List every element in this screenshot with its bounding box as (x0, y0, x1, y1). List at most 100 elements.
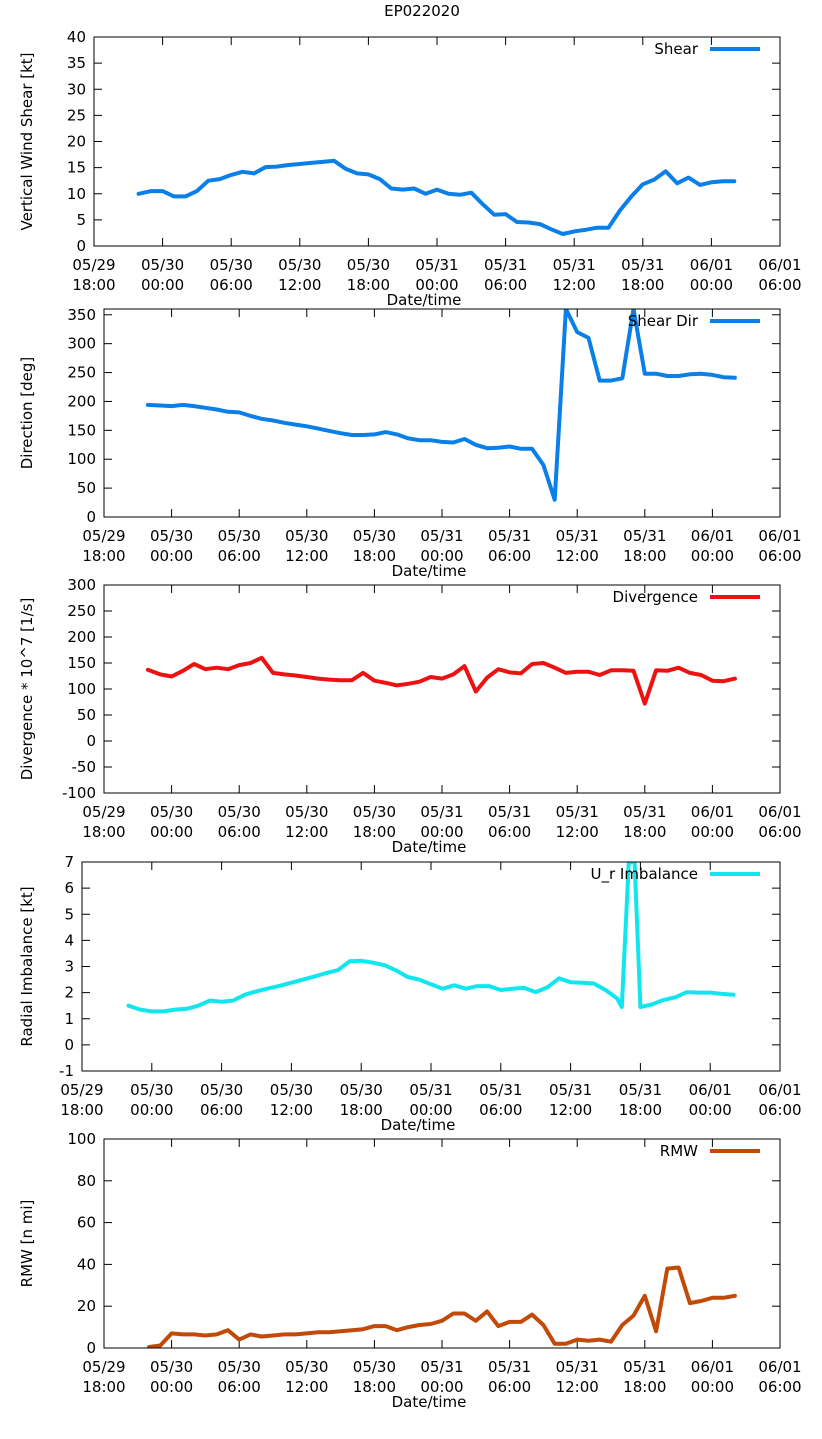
x-tick-label-time: 18:00 (60, 1101, 103, 1119)
panel-5: 0 20 40 60 80 100 05/29 18:00 05/30 00:00 05/30 06:… (18, 1130, 802, 1411)
series-line-shear (136, 158, 737, 236)
y-tick-label: 150 (67, 421, 96, 439)
x-tick-label-date: 05/30 (150, 1358, 193, 1376)
x-tick-label-time: 12:00 (278, 276, 321, 294)
x-tick-label-time: 00:00 (689, 1101, 732, 1119)
x-tick-label-time: 00:00 (415, 276, 458, 294)
x-tick-label-date: 05/29 (60, 1081, 103, 1099)
x-tick-label-date: 05/30 (353, 527, 396, 545)
x-tick-label-date: 06/01 (691, 1358, 734, 1376)
y-tick-label: 250 (67, 602, 96, 620)
x-tick-label-date: 05/31 (621, 256, 664, 274)
x-tick-label-time: 18:00 (353, 547, 396, 565)
legend-label: Shear Dir (628, 312, 699, 330)
x-tick-label-date: 05/30 (270, 1081, 313, 1099)
y-tick-label: 350 (67, 306, 96, 324)
figure-title: EP022020 (384, 2, 460, 20)
x-tick-label-time: 12:00 (553, 276, 596, 294)
plot-frame (103, 308, 781, 518)
x-tick-label-time: 00:00 (150, 547, 193, 565)
x-tick-label-date: 05/31 (488, 1358, 531, 1376)
y-axis-label: Divergence * 10^7 [1/s] (18, 598, 36, 781)
x-tick-label-time: 00:00 (420, 823, 463, 841)
x-tick-label-time: 12:00 (285, 547, 328, 565)
x-tick-label-date: 05/29 (82, 1358, 125, 1376)
x-tick-label-date: 05/30 (218, 1358, 261, 1376)
x-tick-label-time: 06:00 (218, 823, 261, 841)
x-tick-label-time: 12:00 (556, 1378, 599, 1396)
y-tick-label: 1 (64, 1010, 74, 1028)
y-tick-label: 35 (67, 54, 86, 72)
y-tick-label: -1 (59, 1062, 74, 1080)
y-axis-label: Direction [deg] (18, 357, 36, 470)
x-tick-label-date: 05/30 (340, 1081, 383, 1099)
x-tick-label-date: 05/31 (488, 527, 531, 545)
x-tick-label-date: 05/31 (415, 256, 458, 274)
x-tick-label-time: 18:00 (619, 1101, 662, 1119)
y-tick-label: 80 (77, 1172, 96, 1190)
x-tick-label-date: 05/30 (347, 256, 390, 274)
x-axis-label: Date/time (381, 1116, 456, 1134)
y-tick-label: 40 (67, 28, 86, 46)
x-tick-label-time: 18:00 (353, 823, 396, 841)
y-tick-label: 0 (86, 732, 96, 750)
x-tick-label-date: 05/31 (619, 1081, 662, 1099)
x-tick-label-date: 06/01 (758, 527, 801, 545)
x-tick-label-date: 06/01 (758, 1358, 801, 1376)
x-tick-label-time: 12:00 (549, 1101, 592, 1119)
x-tick-label-time: 00:00 (691, 547, 734, 565)
x-tick-label-time: 06:00 (218, 547, 261, 565)
x-tick-label-date: 05/30 (218, 803, 261, 821)
y-tick-label: 300 (67, 576, 96, 594)
x-tick-label-time: 00:00 (150, 1378, 193, 1396)
series-line-rmw (147, 1265, 737, 1348)
y-axis-label: RMW [n mi] (18, 1200, 36, 1288)
x-tick-label-time: 18:00 (623, 547, 666, 565)
x-tick-label-time: 18:00 (347, 276, 390, 294)
y-tick-label: 30 (67, 80, 86, 98)
plot-frame (103, 584, 781, 794)
y-tick-label: 200 (67, 392, 96, 410)
x-tick-label-date: 05/31 (556, 803, 599, 821)
x-tick-label-date: 05/30 (210, 256, 253, 274)
y-tick-label: 0 (86, 1339, 96, 1357)
x-tick-label-time: 06:00 (488, 823, 531, 841)
x-tick-label-time: 00:00 (150, 823, 193, 841)
x-tick-label-time: 06:00 (758, 276, 801, 294)
y-tick-label: 250 (67, 364, 96, 382)
y-tick-label: 100 (67, 1130, 96, 1148)
x-tick-label-date: 05/29 (82, 527, 125, 545)
y-tick-label: 6 (64, 879, 74, 897)
x-tick-label-time: 00:00 (420, 1378, 463, 1396)
x-tick-label-time: 18:00 (353, 1378, 396, 1396)
x-tick-label-date: 05/31 (623, 803, 666, 821)
x-tick-label-date: 05/31 (623, 527, 666, 545)
x-tick-label-date: 05/30 (218, 527, 261, 545)
x-tick-label-time: 12:00 (285, 823, 328, 841)
x-tick-label-date: 05/31 (484, 256, 527, 274)
x-tick-label-time: 12:00 (270, 1101, 313, 1119)
x-tick-label-date: 05/31 (556, 1358, 599, 1376)
y-tick-label: -50 (72, 758, 97, 776)
y-tick-label: 150 (67, 654, 96, 672)
y-tick-label: 25 (67, 106, 86, 124)
x-tick-label-time: 18:00 (623, 1378, 666, 1396)
x-tick-label-date: 05/30 (141, 256, 184, 274)
y-tick-label: 60 (77, 1214, 96, 1232)
x-tick-label-date: 05/31 (549, 1081, 592, 1099)
x-tick-label-time: 00:00 (141, 276, 184, 294)
x-tick-label-date: 05/31 (556, 527, 599, 545)
y-tick-label: 20 (77, 1297, 96, 1315)
y-tick-label: 20 (67, 133, 86, 151)
x-tick-label-date: 05/31 (479, 1081, 522, 1099)
y-tick-label: 200 (67, 628, 96, 646)
x-tick-label-time: 18:00 (621, 276, 664, 294)
y-tick-label: 0 (86, 508, 96, 526)
x-tick-label-date: 05/29 (72, 256, 115, 274)
x-tick-label-time: 06:00 (488, 547, 531, 565)
y-tick-label: 7 (64, 853, 74, 871)
x-tick-label-date: 05/31 (420, 803, 463, 821)
x-tick-label-date: 06/01 (691, 527, 734, 545)
x-tick-label-date: 06/01 (689, 1081, 732, 1099)
